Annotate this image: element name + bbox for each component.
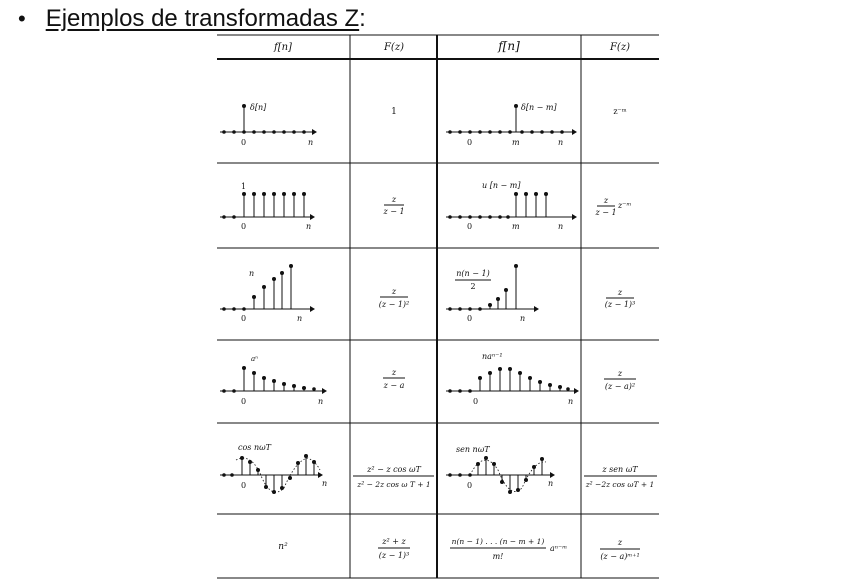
axis-zero: 0 <box>467 222 472 231</box>
axis-zero: 0 <box>467 481 472 490</box>
axis-m: m <box>512 222 520 231</box>
axis-n: n <box>308 138 313 147</box>
axis-zero: 0 <box>241 397 246 406</box>
label-binomial-den: m! <box>493 552 504 561</box>
plot-unit-step: 1 0 n <box>220 182 315 231</box>
F-ramp: z (z − 1)² <box>379 287 410 309</box>
F-den: z − a <box>383 381 405 390</box>
title-text: Ejemplos de transformadas Z <box>45 5 360 32</box>
label-delta-n: δ[n] <box>250 103 267 112</box>
label-n-squared: n² <box>278 542 288 552</box>
axis-zero: 0 <box>241 314 246 323</box>
plot-unit-step-shift: u [n − m] 0 m n <box>446 181 577 231</box>
axis-zero: 0 <box>473 397 478 406</box>
plot-exponential: aⁿ 0 n <box>220 355 327 406</box>
F-unit-step-shift: z z − 1 z⁻ᵐ <box>594 196 631 217</box>
F-num: z² − z cos ωT <box>366 465 421 474</box>
axis-zero: 0 <box>241 222 246 231</box>
axis-zero: 0 <box>241 481 246 490</box>
label-binomial-num: n(n − 1) . . . (n − m + 1) <box>452 537 545 546</box>
F-n-squared: z² + z (z − 1)³ <box>378 537 410 560</box>
header-right-Fz: F(z) <box>609 42 630 53</box>
F-binomial: z (z − a)ᵐ⁺¹ <box>600 538 640 561</box>
table-grid <box>217 34 659 579</box>
F-den: (z − a)ᵐ⁺¹ <box>600 552 639 561</box>
F-num: z <box>617 369 623 378</box>
F-den: z² − 2z cos ω T + 1 <box>356 480 430 489</box>
axis-n: n <box>318 397 323 406</box>
F-den: (z − 1)² <box>379 300 410 309</box>
plot-cosine: cos nωT 0 n <box>220 443 327 494</box>
label-quad-num: n(n − 1) <box>456 269 489 278</box>
F-num: z <box>603 196 609 205</box>
label-sen: sen nωT <box>456 445 490 454</box>
F-num: z² + z <box>381 537 406 546</box>
F-quadratic: z (z − 1)³ <box>605 288 636 309</box>
label-n: n <box>249 269 254 278</box>
header-left-fn: f[n] <box>273 42 292 53</box>
F-num: z <box>617 538 623 547</box>
label-cos: cos nωT <box>238 443 272 452</box>
F-num: z <box>391 287 397 296</box>
label-a-n: aⁿ <box>251 355 258 363</box>
F-tail: z⁻ᵐ <box>617 201 631 210</box>
axis-n: n <box>306 222 311 231</box>
F-num: z <box>391 195 397 204</box>
plot-quadratic: n(n − 1) 2 0 n <box>446 264 539 323</box>
axis-zero: 0 <box>467 314 472 323</box>
label-n-a-n-1: naⁿ⁻¹ <box>482 352 503 361</box>
F-den: (z − 1)³ <box>379 551 410 560</box>
F-den: (z − a)² <box>605 382 635 391</box>
F-n-exponential: z (z − a)² <box>604 369 636 391</box>
F-den: z − 1 <box>382 207 404 216</box>
axis-zero: 0 <box>467 138 472 147</box>
label-quad-den: 2 <box>470 282 475 291</box>
plot-n-exponential: naⁿ⁻¹ 0 n <box>446 352 579 406</box>
F-sine: z sen ωT z² −2z cos ωT + 1 <box>584 465 657 489</box>
axis-n: n <box>548 479 553 488</box>
axis-n: n <box>297 314 302 323</box>
header-right-fn: f[n] <box>497 39 520 53</box>
bullet: • <box>18 6 26 31</box>
F-den: z² −2z cos ωT + 1 <box>585 480 655 489</box>
plot-delta-shift: δ[n − m] 0 m n <box>446 103 577 147</box>
F-den: (z − 1)³ <box>605 300 636 309</box>
axis-n: n <box>322 479 327 488</box>
title-row: • Ejemplos de transformadas Z: <box>18 2 366 36</box>
label-binomial-tail: aⁿ⁻ᵐ <box>550 544 567 553</box>
label-u-n-m: u [n − m] <box>482 181 521 190</box>
header-left-Fz: F(z) <box>383 42 404 53</box>
axis-n: n <box>558 222 563 231</box>
page-title: Ejemplos de transformadas Z: <box>46 5 366 33</box>
axis-m: m <box>512 138 520 147</box>
plot-sine: sen nωT 0 n <box>446 445 555 494</box>
axis-n: n <box>520 314 525 323</box>
axis-zero: 0 <box>241 138 246 147</box>
axis-n: n <box>568 397 573 406</box>
F-num: z <box>391 368 397 377</box>
label-one: 1 <box>241 182 246 191</box>
plot-ramp: n 0 n <box>220 264 315 323</box>
title-colon: : <box>359 5 366 32</box>
F-num: z <box>617 288 623 297</box>
F-num: z sen ωT <box>601 465 638 474</box>
plot-delta: δ[n] 0 n <box>220 103 317 147</box>
label-binomial: n(n − 1) . . . (n − m + 1) m! aⁿ⁻ᵐ <box>450 537 567 561</box>
F-den: z − 1 <box>594 208 616 217</box>
F-unit-step: z z − 1 <box>382 195 404 216</box>
F-exponential: z z − a <box>383 368 405 390</box>
label-delta-n-m: δ[n − m] <box>521 103 557 112</box>
F-delta-shift: z⁻ᵐ <box>613 107 626 116</box>
F-delta: 1 <box>391 107 397 117</box>
F-cosine: z² − z cos ωT z² − 2z cos ω T + 1 <box>353 465 434 489</box>
axis-n: n <box>558 138 563 147</box>
